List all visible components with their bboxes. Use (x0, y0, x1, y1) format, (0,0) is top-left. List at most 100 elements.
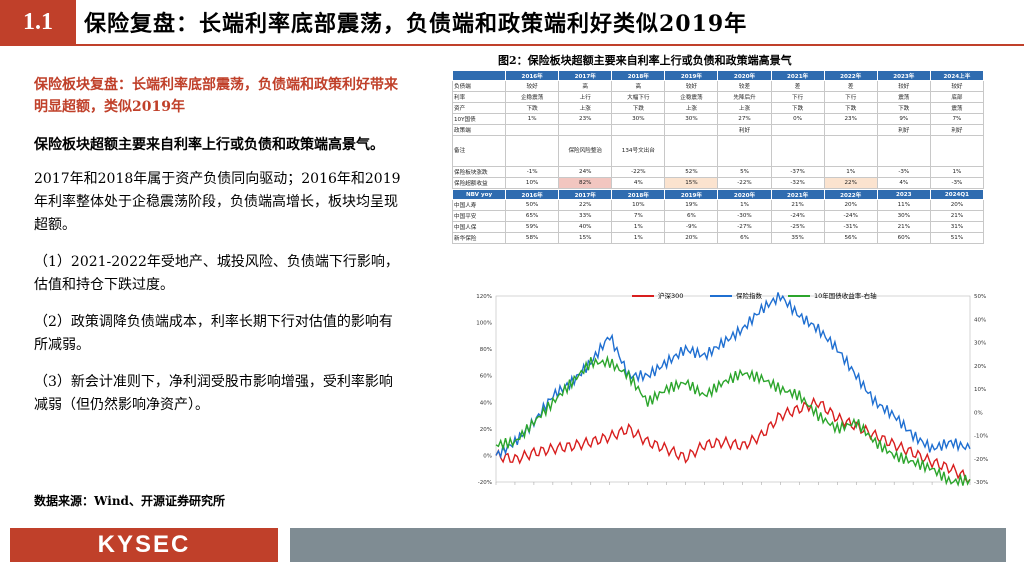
table-cell: 10Y国债 (451, 113, 507, 125)
left-text-panel: 保险板块复盘：长端利率底部震荡，负债端和政策利好带来明显超额，类似2019年 保… (34, 74, 404, 431)
table-cell: 下行 (823, 91, 878, 103)
y-tick-label-left: 120% (476, 294, 492, 300)
table-cell: 33% (558, 210, 613, 222)
table-cell: -22% (611, 166, 666, 178)
table-cell: 21% (876, 221, 931, 233)
table-cell: -27% (717, 221, 772, 233)
table-cell: 备注 (451, 135, 507, 167)
kysec-logo: KYSEC (97, 531, 191, 558)
table-header-cell: 2019年 (664, 189, 719, 200)
table-cell: 企稳震荡 (505, 91, 560, 103)
y-tick-label-right: 0% (974, 410, 983, 416)
y-tick-label-right: 20% (974, 364, 986, 370)
table-cell: 21% (770, 199, 825, 211)
y-tick-label-right: -10% (974, 434, 988, 440)
table-cell: 51% (929, 232, 985, 244)
table-header-cell: 2022年 (823, 70, 878, 81)
table-row: 备注 保险风险整治 134号文出台 (451, 135, 985, 167)
table-cell: 利好 (929, 124, 985, 136)
table-cell: 较好 (664, 80, 719, 92)
table-header-cell: 2022年 (823, 189, 878, 200)
table-cell: 下跌 (770, 102, 825, 114)
table-cell (823, 135, 878, 167)
table-cell: 58% (505, 232, 560, 244)
table-cell: 0% (770, 113, 825, 125)
table-cell (929, 135, 985, 167)
table-cell: 15% (558, 232, 613, 244)
table-cell: 资产 (451, 102, 507, 114)
table-cell: 20% (929, 199, 985, 211)
table-cell: -37% (770, 166, 825, 178)
table-cell (770, 124, 825, 136)
table-cell: 11% (876, 199, 931, 211)
y-tick-label-right: -20% (974, 457, 988, 463)
table-header-cell (451, 70, 507, 81)
table-cell: 大幅下行 (611, 91, 666, 103)
table-cell (770, 135, 825, 167)
table-cell: 先降后升 (717, 91, 772, 103)
table-cell: 下行 (770, 91, 825, 103)
table-cell: 22% (558, 199, 613, 211)
table-cell: 134号文出台 (611, 135, 666, 167)
y-tick-label-right: 10% (974, 387, 986, 393)
nbv-table-header: NBV yoy 2016年 2017年 2018年 2019年 2020年 2021年 202… (451, 189, 985, 200)
table-cell: -32% (770, 177, 825, 189)
table-cell: 23% (558, 113, 613, 125)
table-cell: 1% (929, 166, 985, 178)
table-header-cell: 2024上半 (929, 70, 985, 81)
table-cell: -25% (770, 221, 825, 233)
table-cell: -22% (717, 177, 772, 189)
table-cell: 82% (558, 177, 613, 189)
table-cell: 上涨 (664, 102, 719, 114)
table-row: 利率 企稳震荡 上行 大幅下行 企稳震荡 先降后升 下行 下行 震荡 底部 (451, 91, 985, 103)
table-cell: 20% (664, 232, 719, 244)
table-cell: -3% (876, 166, 931, 178)
table-cell: 保险板块涨跌 (451, 166, 507, 178)
summary-table: 2016年 2017年 2018年 2019年 2020年 2021年 2022年 2023年… (451, 70, 985, 189)
table-cell: -24% (770, 210, 825, 222)
section-number: 1.1 (0, 0, 76, 44)
table-cell: 较差 (717, 80, 772, 92)
subhead-text: 保险板块超额主要来自利率上行或负债和政策端高景气。 (34, 137, 384, 153)
table-row: 新华保险 58% 15% 1% 20% 6% 35% 56% 60% 51% (451, 232, 985, 244)
y-tick-label-left: 60% (480, 374, 492, 380)
series-line (495, 396, 971, 484)
legend-label: 沪深300 (658, 291, 683, 300)
table-cell: 下跌 (876, 102, 931, 114)
series-line (495, 292, 971, 460)
table-cell: 1% (823, 166, 878, 178)
table-cell: 30% (664, 113, 719, 125)
table-cell: 较好 (505, 80, 560, 92)
table-cell: 35% (770, 232, 825, 244)
table-cell (823, 124, 878, 136)
table-cell: 9% (876, 113, 931, 125)
table-cell: 20% (823, 199, 878, 211)
legend-label: 10年国债收益率-右轴 (814, 291, 877, 300)
y-tick-label-left: 100% (476, 321, 492, 327)
table-cell: 1% (717, 199, 772, 211)
table-header-cell: 2024Q1 (929, 189, 985, 200)
series-line (495, 354, 971, 487)
table-cell: 6% (717, 232, 772, 244)
table-cell: 震荡 (876, 91, 931, 103)
table-cell: 保险超额收益 (451, 177, 507, 189)
table-cell: 高 (558, 80, 613, 92)
table-header-cell: 2023年 (876, 70, 931, 81)
footer-brand-bar: KYSEC (10, 528, 278, 562)
table-cell: 21% (929, 210, 985, 222)
table-cell (611, 124, 666, 136)
table-cell: 4% (611, 177, 666, 189)
y-tick-label-right: 30% (974, 341, 986, 347)
table-cell: -31% (823, 221, 878, 233)
table-cell: 下跌 (611, 102, 666, 114)
table-cell (558, 124, 613, 136)
y-tick-label-right: 50% (974, 294, 986, 300)
table-row: 资产 下跌 上涨 下跌 上涨 上涨 下跌 下跌 下跌 震荡 (451, 102, 985, 114)
table-cell: 50% (505, 199, 560, 211)
table-header-cell: 2016年 (505, 70, 560, 81)
table-cell: 24% (558, 166, 613, 178)
table-header-cell: 2020年 (717, 70, 772, 81)
table-cell: 中国人寿 (451, 199, 507, 211)
table-row: 保险板块涨跌 -1% 24% -22% 52% 5% -37% 1% -3% 1% (451, 166, 985, 178)
table-cell: 10% (611, 199, 666, 211)
